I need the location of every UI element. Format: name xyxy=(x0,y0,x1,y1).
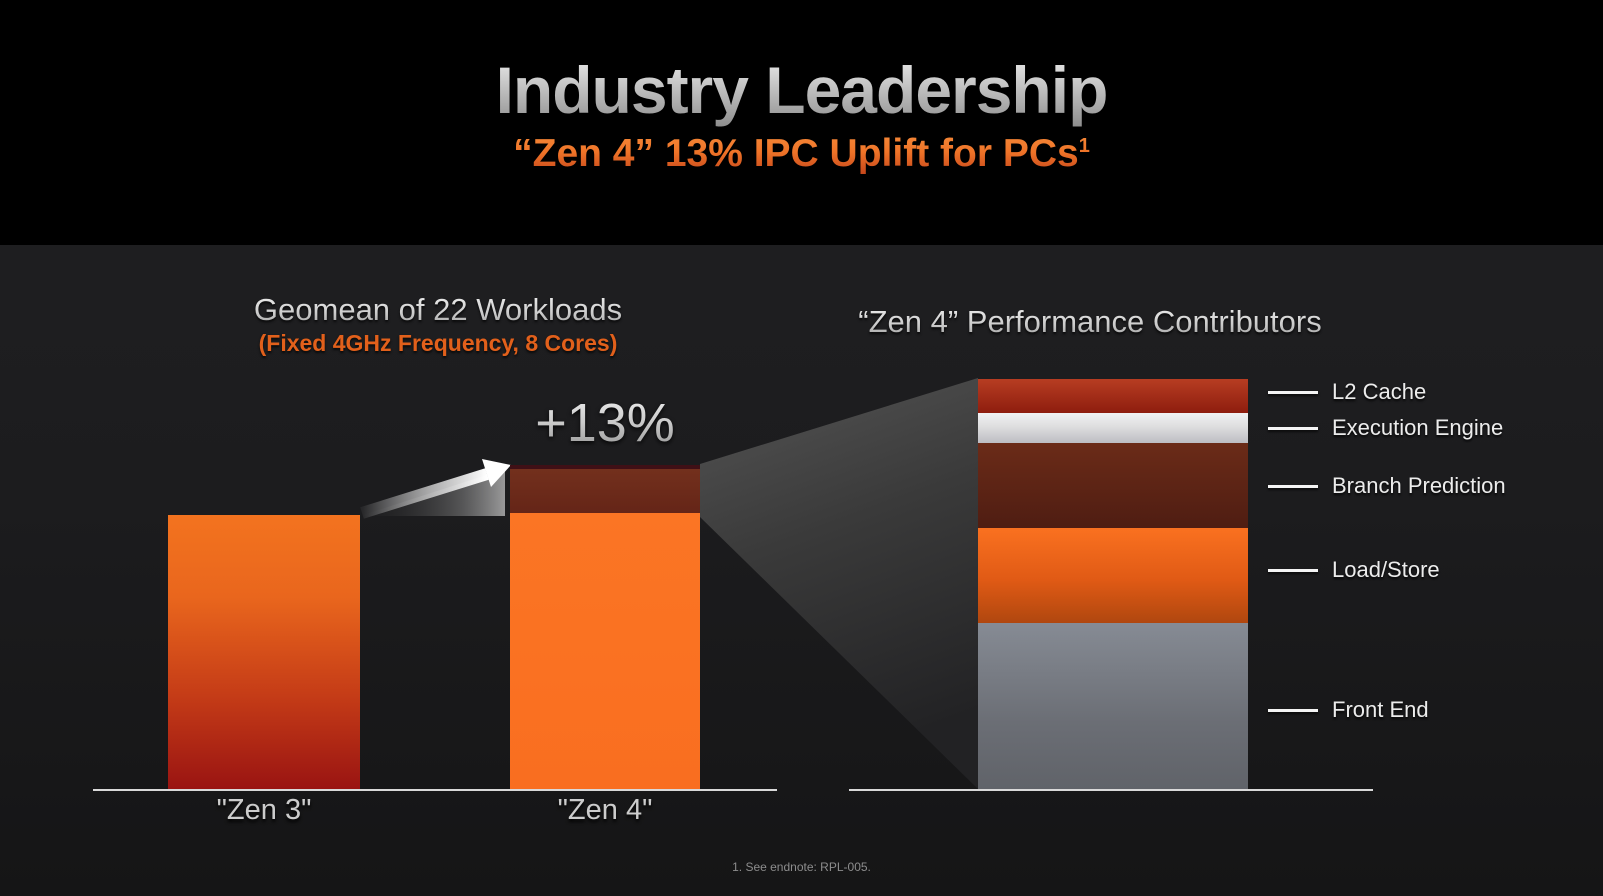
zen3-bar-label: "Zen 3" xyxy=(216,794,312,826)
header-band: Industry Leadership “Zen 4” 13% IPC Upli… xyxy=(0,0,1603,245)
left-chart-heading: Geomean of 22 Workloads (Fixed 4GHz Freq… xyxy=(138,292,738,357)
segment-execution-engine xyxy=(978,413,1248,443)
tick-dash xyxy=(1268,568,1318,572)
right-chart-axis-line xyxy=(849,789,1373,791)
tick-dash xyxy=(1268,708,1318,712)
footnote: 1. See endnote: RPL-005. xyxy=(732,860,871,874)
label-row-branch-prediction: Branch Prediction xyxy=(1268,471,1506,501)
segment-load-store xyxy=(978,528,1248,623)
zen3-bar xyxy=(168,515,360,789)
label-row-front-end: Front End xyxy=(1268,695,1429,725)
segment-front-end xyxy=(978,623,1248,789)
zen4-bar-label: "Zen 4" xyxy=(557,794,653,826)
segment-l2-cache xyxy=(978,379,1248,413)
page-title: Industry Leadership xyxy=(0,0,1603,128)
left-chart-axis-line xyxy=(93,789,777,791)
tick-dash xyxy=(1268,426,1318,430)
zen4-bar xyxy=(510,513,700,789)
tick-dash xyxy=(1268,390,1318,394)
tick-dash xyxy=(1268,484,1318,488)
funnel-highlight xyxy=(700,378,978,789)
contributors-stacked-bar xyxy=(978,379,1248,789)
label-row-execution-engine: Execution Engine xyxy=(1268,413,1503,443)
left-chart-title: Geomean of 22 Workloads xyxy=(138,292,738,328)
segment-label: Execution Engine xyxy=(1332,415,1504,440)
segment-label: L2 Cache xyxy=(1332,379,1427,404)
segment-label: Load/Store xyxy=(1332,557,1440,582)
uplift-arrow-icon xyxy=(360,459,511,519)
uplift-percentage-label: +13% xyxy=(455,392,755,454)
label-row-l2-cache: L2 Cache xyxy=(1268,377,1426,407)
segment-branch-prediction xyxy=(978,443,1248,528)
label-row-load-store: Load/Store xyxy=(1268,555,1440,585)
right-chart-title: “Zen 4” Performance Contributors xyxy=(740,304,1440,340)
zen4-uplift-segment xyxy=(510,465,700,513)
segment-label: Front End xyxy=(1332,697,1429,722)
left-chart-subtitle: (Fixed 4GHz Frequency, 8 Cores) xyxy=(258,330,618,356)
segment-label: Branch Prediction xyxy=(1332,473,1506,498)
